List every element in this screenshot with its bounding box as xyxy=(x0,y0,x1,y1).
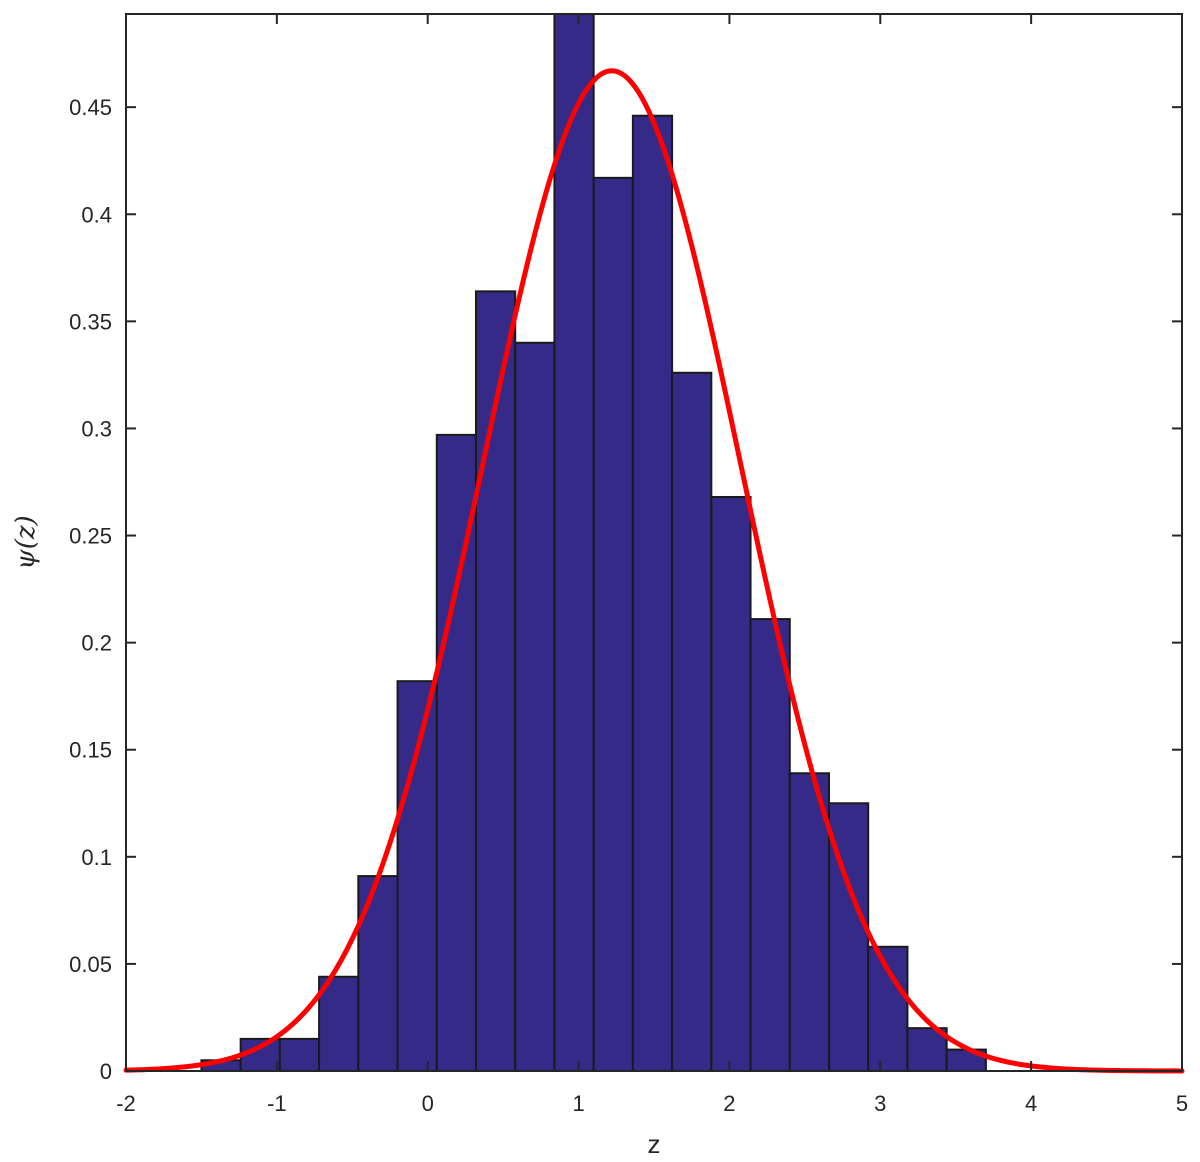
histogram-bar xyxy=(592,176,634,1072)
histogram-bar xyxy=(631,114,674,1072)
histogram-bar xyxy=(671,371,713,1072)
x-tick-label: 0 xyxy=(422,1091,434,1116)
fitted-density-curve xyxy=(123,68,1185,1074)
axes-box xyxy=(125,13,1183,1072)
y-tick-label: 0.45 xyxy=(69,95,112,120)
histogram-bar xyxy=(514,341,556,1072)
x-tick-label: -1 xyxy=(267,1091,287,1116)
x-tick-label: 1 xyxy=(572,1091,584,1116)
y-axis-label: ψ(z) xyxy=(11,515,41,569)
histogram-bar xyxy=(357,875,399,1073)
histogram-bars xyxy=(200,13,987,1073)
y-tick-label: 0.15 xyxy=(69,738,112,763)
x-tick-label: 4 xyxy=(1025,1091,1037,1116)
histogram-bar xyxy=(396,680,438,1072)
histogram-bar xyxy=(278,1037,321,1072)
x-tick-label: 5 xyxy=(1176,1091,1188,1116)
y-axis-ticks: 0 0.05 0.1 0.15 0.2 0.25 0.3 0.35 0.4 0.45 xyxy=(69,95,1182,1084)
y-tick-label: 0.3 xyxy=(81,416,112,441)
histogram-bar xyxy=(553,13,595,1072)
y-tick-label: 0.35 xyxy=(69,309,112,334)
y-tick-label: 0.2 xyxy=(81,631,112,656)
x-axis-label: z xyxy=(648,1129,661,1159)
y-tick-label: 0.05 xyxy=(69,952,112,977)
y-tick-label: 0 xyxy=(100,1059,112,1084)
x-axis-ticks: -2 -1 0 1 2 3 4 5 xyxy=(116,14,1188,1116)
x-tick-label: 2 xyxy=(723,1091,735,1116)
x-tick-label: -2 xyxy=(116,1091,136,1116)
y-tick-label: 0.4 xyxy=(81,202,112,227)
y-tick-label: 0.1 xyxy=(81,845,112,870)
histogram-bar xyxy=(710,495,752,1072)
x-tick-label: 3 xyxy=(874,1091,886,1116)
histogram-bar xyxy=(749,618,791,1072)
y-tick-label: 0.25 xyxy=(69,524,112,549)
